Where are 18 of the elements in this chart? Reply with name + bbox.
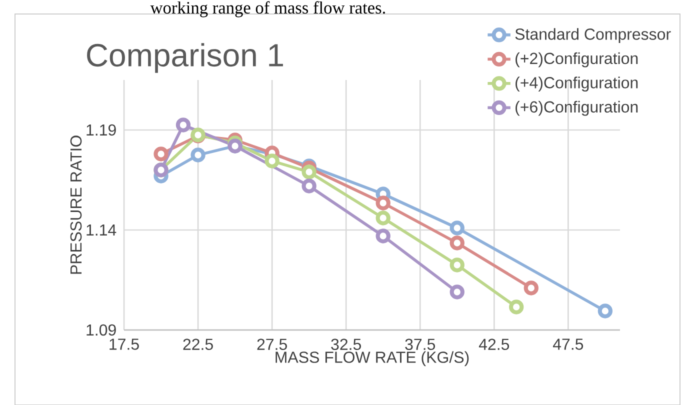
y-axis-title: PRESSURE RATIO	[70, 135, 82, 274]
x-tick-label: 22.5	[183, 338, 213, 350]
x-tick-label: 37.5	[405, 338, 436, 350]
x-tick-label: 32.5	[331, 338, 361, 350]
y-tick-label: 1.14	[86, 224, 116, 236]
legend-label: Standard Compressor	[515, 28, 671, 43]
chart-title: Comparison 1	[87, 42, 283, 73]
x-axis-title: MASS FLOW RATE (KG/S)	[276, 350, 469, 366]
y-tick-label: 1.09	[86, 324, 116, 336]
x-tick-label: 47.5	[552, 338, 584, 350]
legend-label: (+2)Configuration	[516, 52, 638, 68]
legend-label: (+6)Configuration	[516, 100, 638, 116]
legend-label: (+4)Configuration	[516, 76, 638, 92]
x-tick-label: 42.5	[478, 338, 510, 350]
x-tick-label: 17.5	[110, 338, 139, 350]
text: working range of mass flow rates.	[150, 1, 385, 17]
x-tick-label: 27.5	[257, 338, 287, 350]
y-tick-label: 1.19	[86, 124, 116, 136]
